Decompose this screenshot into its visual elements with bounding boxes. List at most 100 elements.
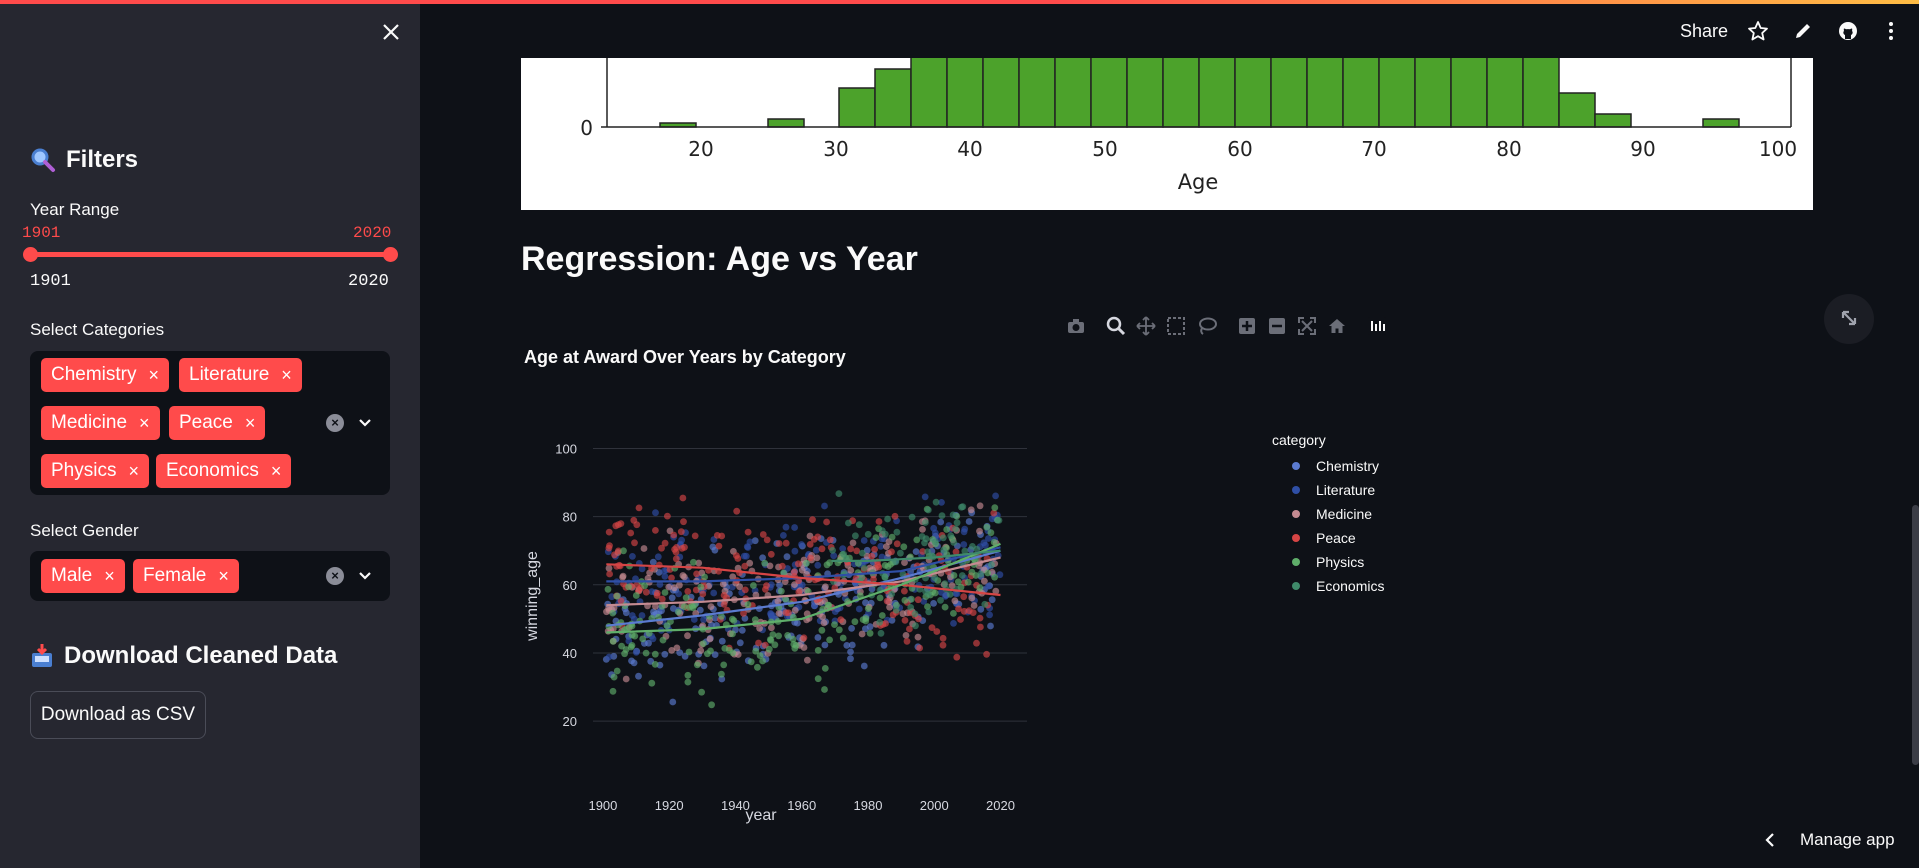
scatter-point[interactable] xyxy=(919,548,927,555)
scatter-point[interactable] xyxy=(820,619,828,627)
scatter-point[interactable] xyxy=(881,562,889,569)
scatter-point[interactable] xyxy=(946,591,954,598)
chip-medicine[interactable]: Medicine × xyxy=(41,406,160,440)
legend-item-economics[interactable]: Economics xyxy=(1272,574,1384,598)
scatter-point[interactable] xyxy=(868,552,876,560)
scatter-point[interactable] xyxy=(991,573,998,581)
scatter-point[interactable] xyxy=(821,502,828,510)
scatter-point[interactable] xyxy=(911,610,919,618)
scatter-point[interactable] xyxy=(960,541,968,548)
scatter-point[interactable] xyxy=(783,553,791,561)
scatter-point[interactable] xyxy=(931,574,939,582)
scatter-point[interactable] xyxy=(707,647,714,655)
scatter-point[interactable] xyxy=(908,513,916,521)
scatter-point[interactable] xyxy=(791,644,799,652)
scatter-point[interactable] xyxy=(814,634,822,641)
scatter-point[interactable] xyxy=(752,647,760,655)
scatter-point[interactable] xyxy=(784,565,791,572)
chip-literature[interactable]: Literature × xyxy=(179,358,302,392)
scatter-point[interactable] xyxy=(776,581,783,589)
scatter-point[interactable] xyxy=(661,650,669,658)
scatter-point[interactable] xyxy=(720,601,728,608)
scatter-point[interactable] xyxy=(654,553,662,561)
scatter-point[interactable] xyxy=(775,609,783,617)
scatter-point[interactable] xyxy=(648,588,656,595)
scatter-point[interactable] xyxy=(916,644,923,652)
scatter-point[interactable] xyxy=(759,554,766,562)
scatter-point[interactable] xyxy=(609,687,617,695)
scatter-point[interactable] xyxy=(751,537,759,545)
legend-item-medicine[interactable]: Medicine xyxy=(1272,502,1384,526)
scatter-point[interactable] xyxy=(659,636,667,644)
scatter-point[interactable] xyxy=(939,641,947,649)
scatter-point[interactable] xyxy=(609,609,617,617)
scatter-point[interactable] xyxy=(901,559,908,566)
scatter-point[interactable] xyxy=(991,504,999,512)
scatter-point[interactable] xyxy=(877,542,885,550)
scatter-point[interactable] xyxy=(983,650,990,658)
scatter-point[interactable] xyxy=(652,509,659,517)
chip-remove-icon[interactable]: × xyxy=(139,413,150,433)
scatter-point[interactable] xyxy=(650,608,657,616)
scatter-point[interactable] xyxy=(639,635,647,643)
scatter-point[interactable] xyxy=(695,559,703,567)
scatter-point[interactable] xyxy=(849,539,857,547)
scatter-point[interactable] xyxy=(682,594,690,602)
chip-remove-icon[interactable]: × xyxy=(104,566,115,586)
scatter-point[interactable] xyxy=(744,601,752,608)
year-range-min-handle[interactable] xyxy=(23,247,38,262)
scatter-point[interactable] xyxy=(924,603,931,610)
scatter-point[interactable] xyxy=(859,549,866,557)
scatter-point[interactable] xyxy=(680,603,688,611)
scatter-point[interactable] xyxy=(715,542,723,550)
chip-remove-icon[interactable]: × xyxy=(244,413,256,433)
scatter-point[interactable] xyxy=(906,625,913,633)
scatter-point[interactable] xyxy=(768,624,775,632)
scatter-point[interactable] xyxy=(965,518,973,525)
scatter-point[interactable] xyxy=(954,578,962,586)
scatter-point[interactable] xyxy=(685,648,693,656)
scatter-point[interactable] xyxy=(829,547,836,554)
scatter-point[interactable] xyxy=(831,621,838,628)
scatter-point[interactable] xyxy=(950,610,957,617)
scatter-point[interactable] xyxy=(658,603,666,610)
scatter-point[interactable] xyxy=(794,619,801,627)
scatter-point[interactable] xyxy=(623,625,631,633)
scatter-point[interactable] xyxy=(918,533,926,540)
scatter-point[interactable] xyxy=(843,642,851,649)
scatter-point[interactable] xyxy=(921,493,929,501)
scatter-point[interactable] xyxy=(976,584,984,592)
scatter-point[interactable] xyxy=(700,662,708,670)
scatter-point[interactable] xyxy=(986,611,993,619)
scatter-point[interactable] xyxy=(697,647,705,654)
scatter-point[interactable] xyxy=(888,533,896,541)
scatter-point[interactable] xyxy=(621,650,628,658)
scatter-point[interactable] xyxy=(884,515,891,523)
scatter-point[interactable] xyxy=(628,622,636,630)
gender-multiselect[interactable]: Male × Female × × xyxy=(30,551,390,601)
scatter-point[interactable] xyxy=(679,572,687,579)
scatter-point[interactable] xyxy=(924,548,931,556)
scatter-point[interactable] xyxy=(798,541,805,548)
scatter-point[interactable] xyxy=(670,531,678,539)
scatter-point[interactable] xyxy=(766,562,774,570)
scatter-point[interactable] xyxy=(818,626,826,634)
scatter-point[interactable] xyxy=(649,558,657,566)
chip-remove-icon[interactable]: × xyxy=(128,461,139,481)
scatter-point[interactable] xyxy=(622,609,630,617)
scatter-point[interactable] xyxy=(676,581,683,589)
scatter-point[interactable] xyxy=(690,616,698,623)
scatter-point[interactable] xyxy=(969,543,976,550)
scatter-point[interactable] xyxy=(985,535,992,542)
chip-female[interactable]: Female × xyxy=(133,559,239,593)
scatter-point[interactable] xyxy=(919,526,926,533)
scatter-point[interactable] xyxy=(932,498,940,506)
scatter-point[interactable] xyxy=(876,594,884,602)
scatter-point[interactable] xyxy=(855,605,863,613)
scatter-point[interactable] xyxy=(875,563,883,571)
scatter-point[interactable] xyxy=(661,539,669,547)
scatter-point[interactable] xyxy=(628,642,636,649)
scatter-point[interactable] xyxy=(977,605,985,613)
scatter-point[interactable] xyxy=(698,688,705,696)
scatter-point[interactable] xyxy=(795,588,803,596)
